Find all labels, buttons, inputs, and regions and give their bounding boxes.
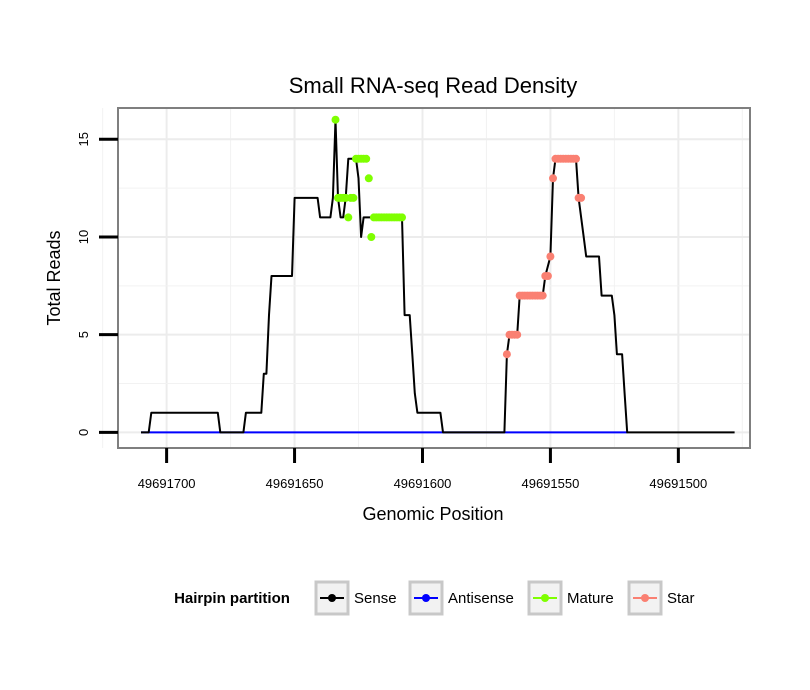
chart-title: Small RNA-seq Read Density [289,73,578,98]
legend: Hairpin partition Sense Antisense Mature St… [174,580,695,616]
data-point-star [549,174,557,183]
data-point-star [572,154,580,163]
plot-panel-border [117,107,751,449]
data-point-star [546,252,555,261]
legend-label-mature: Mature [567,590,614,607]
y-tick-label: 0 [76,429,91,436]
y-axis-title: Total Reads [44,230,64,325]
legend-key-point [422,594,430,602]
y-tick-label: 15 [76,132,91,146]
legend-key-point [328,594,336,602]
data-point-mature [362,154,371,163]
x-tick-label: 49691650 [266,476,324,491]
data-point-mature [398,213,406,222]
legend-title: Hairpin partition [174,590,290,607]
x-tick-label: 49691550 [521,476,579,491]
legend-key-point [541,594,549,602]
data-point-mature [344,213,353,222]
data-point-mature [331,115,340,124]
legend-key-point [641,594,649,602]
series-line-sense [141,118,735,434]
series-layer [141,115,735,434]
x-tick-label: 49691500 [649,476,707,491]
x-axis-title: Genomic Position [362,504,503,524]
legend-label-sense: Sense [354,590,397,607]
data-point-star [538,291,547,300]
y-tick-label: 5 [76,331,91,338]
x-tick-label: 49691700 [138,476,196,491]
axes-layer: 49691700 49691650 49691600 49691550 49691500… [76,132,707,491]
x-tick-label: 49691600 [394,476,452,491]
legend-label-star: Star [667,590,695,607]
legend-label-antisense: Antisense [448,590,514,607]
data-point-mature [349,193,358,202]
data-point-star [513,330,522,339]
y-tick-label: 10 [76,230,91,244]
data-point-mature [364,174,373,183]
data-point-star [577,193,586,202]
data-point-star [502,350,511,359]
data-point-star [543,272,552,280]
data-point-mature [367,233,376,241]
grid [102,108,750,448]
